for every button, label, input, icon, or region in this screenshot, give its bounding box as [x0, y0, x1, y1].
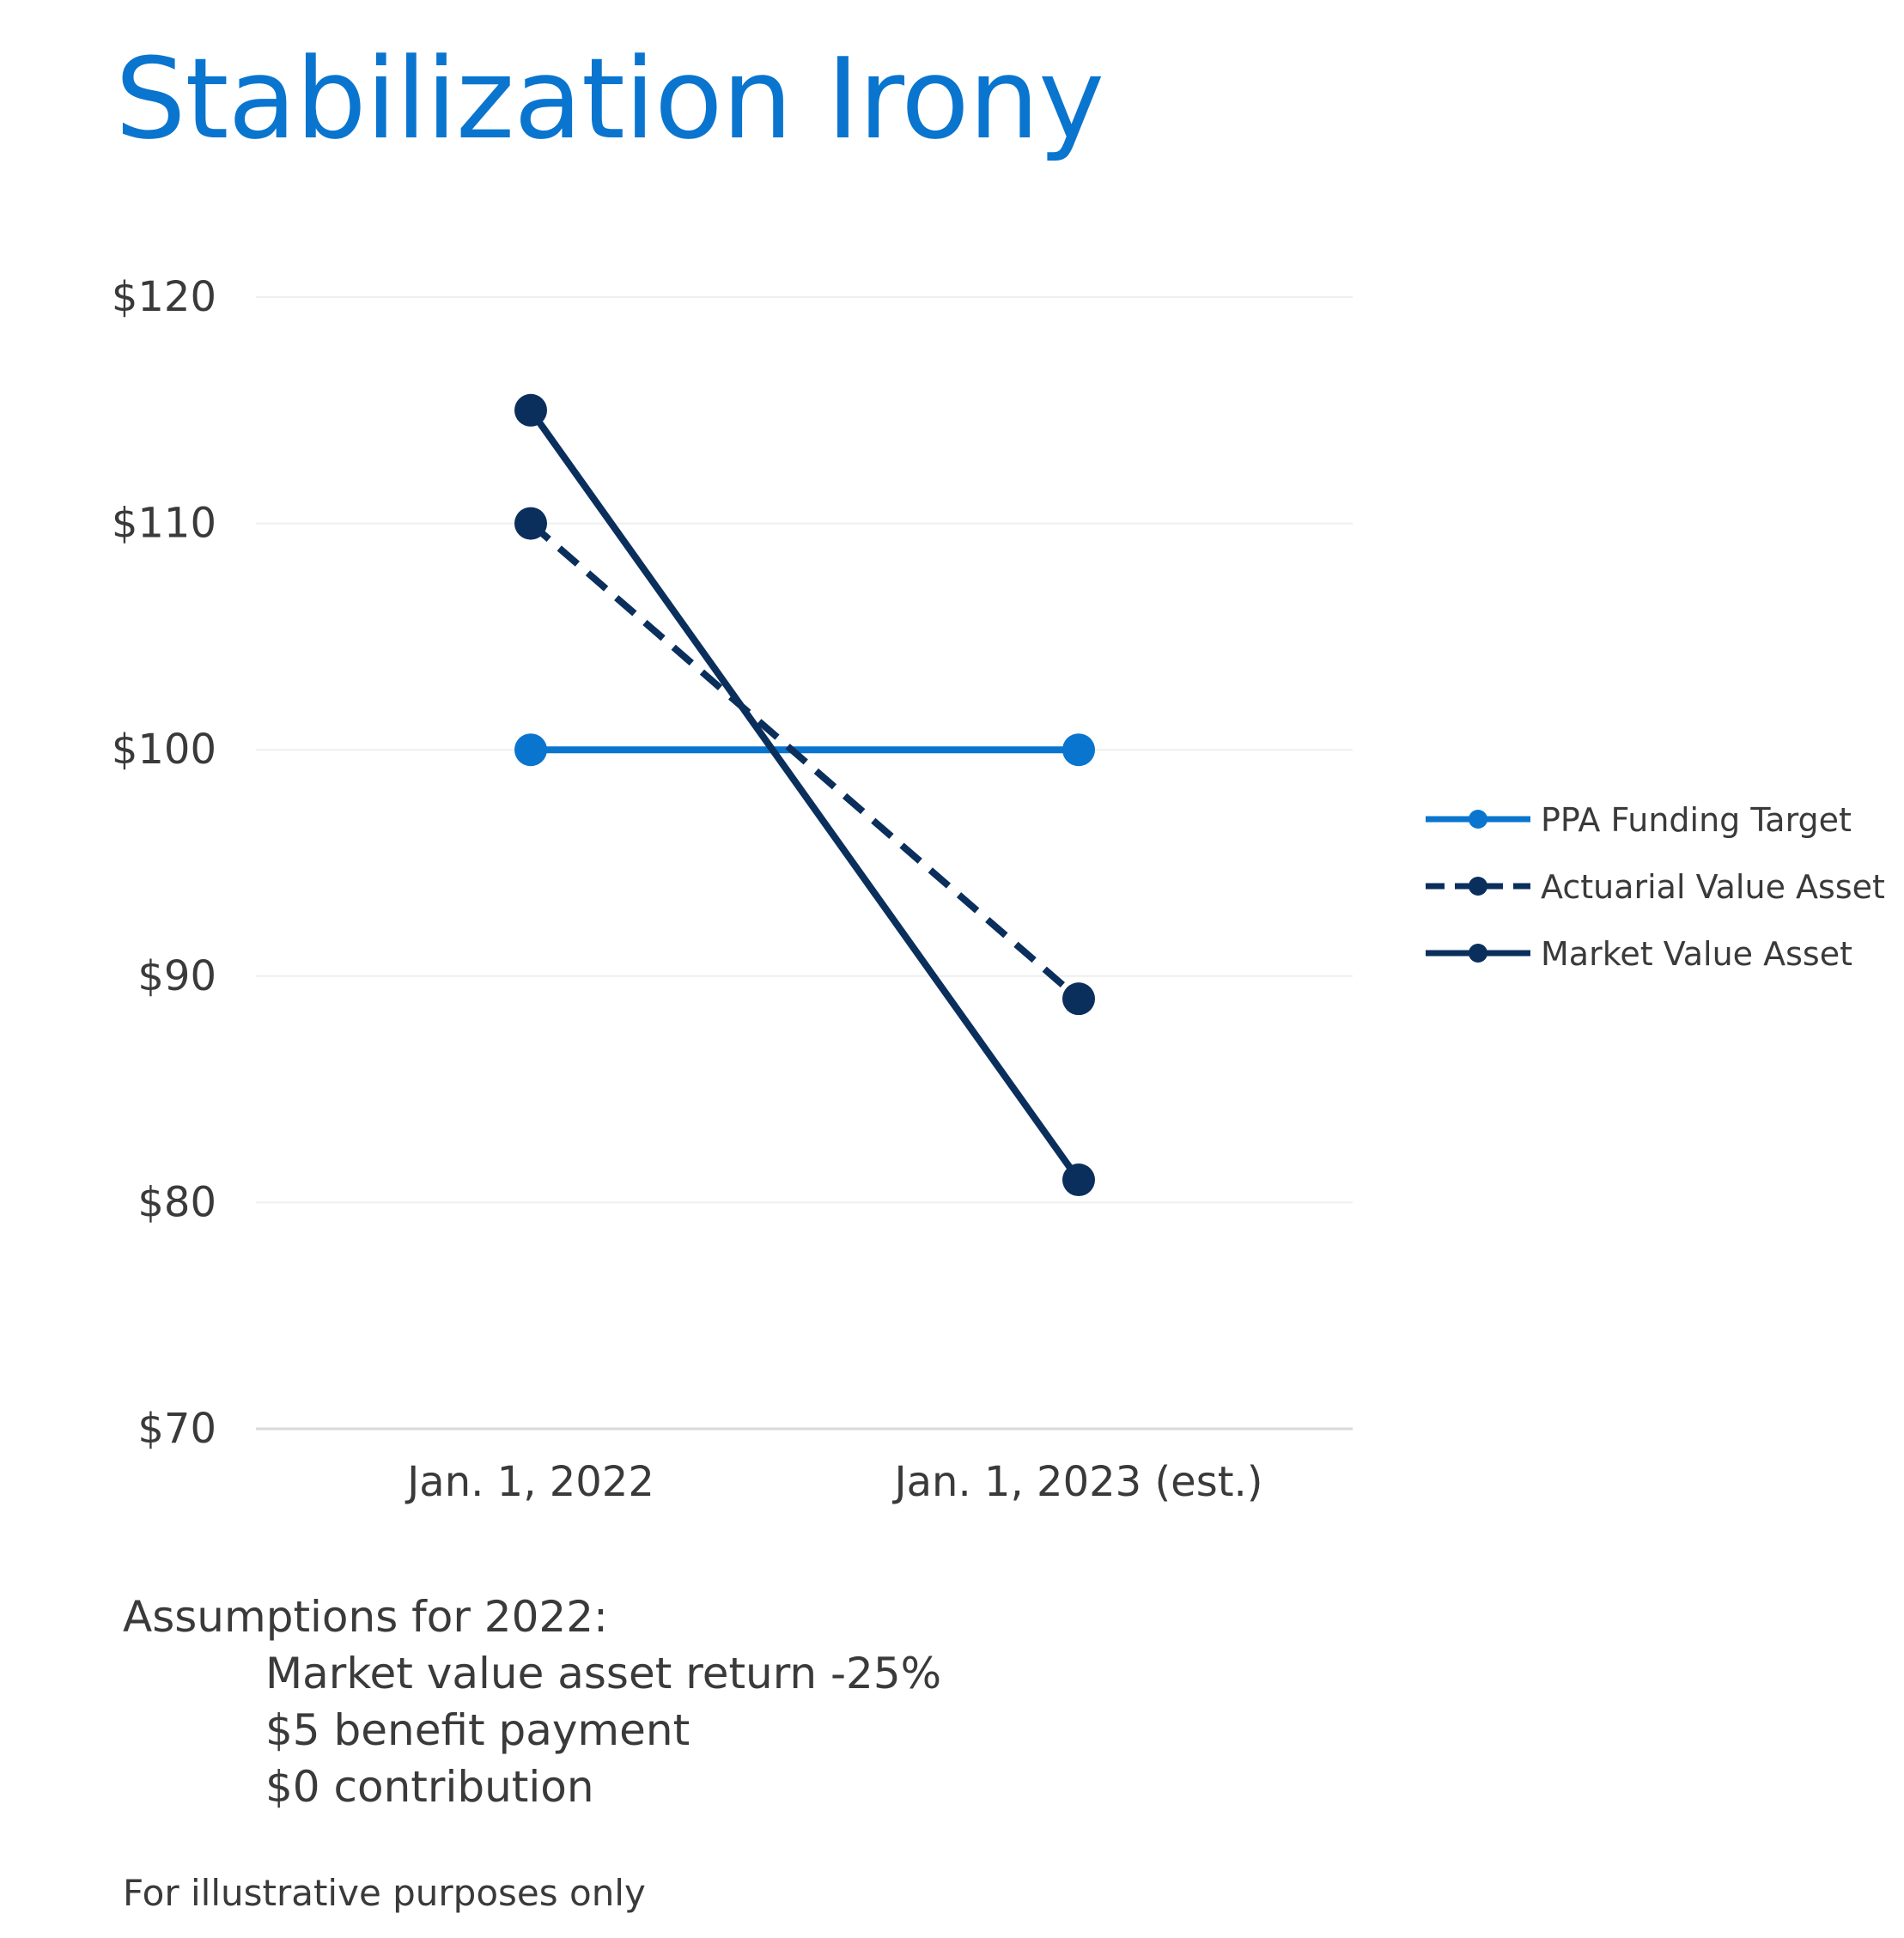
y-axis-tick-labels: $120 $110 $100 $90 $80 $70	[112, 273, 216, 1453]
data-point	[1062, 982, 1095, 1016]
line-chart: $120$110$100$90$80$70 Jan. 1, 2022 Jan. 1…	[112, 273, 1885, 1506]
y-tick-label: $90	[137, 952, 216, 1000]
series-line	[527, 408, 1082, 1182]
y-tick-label: $110	[112, 500, 216, 548]
data-point	[1062, 733, 1095, 767]
chart-title: Stabilization Irony	[115, 33, 1104, 164]
footnote: For illustrative purposes only	[123, 1872, 646, 1914]
legend-marker	[1469, 810, 1487, 829]
series-points	[514, 393, 1095, 1197]
y-tick-label: $120	[112, 273, 216, 321]
legend: PPA Funding Target Actuarial Value Asset M…	[1426, 801, 1885, 973]
legend-label: Actuarial Value Asset	[1541, 868, 1885, 906]
data-point	[514, 733, 547, 767]
legend-marker	[1469, 877, 1487, 896]
assumption-item: Market value asset return -25%	[265, 1649, 942, 1698]
series-line	[528, 520, 1081, 1002]
assumptions-block: Assumptions for 2022: Market value asset…	[123, 1589, 941, 1815]
data-point	[514, 393, 547, 427]
x-axis-tick-labels: Jan. 1, 2022 Jan. 1, 2023 (est.)	[405, 1458, 1262, 1506]
data-point	[1062, 1163, 1095, 1197]
y-tick-label: $100	[112, 726, 216, 774]
x-tick-label: Jan. 1, 2023 (est.)	[891, 1458, 1262, 1506]
y-tick-label: $80	[137, 1178, 216, 1226]
series-lines	[527, 408, 1082, 1182]
legend-marker	[1469, 944, 1487, 963]
legend-label: Market Value Asset	[1541, 935, 1852, 973]
data-point	[514, 507, 547, 540]
x-tick-label: Jan. 1, 2022	[405, 1458, 654, 1506]
legend-label: PPA Funding Target	[1541, 801, 1852, 839]
assumption-item: $5 benefit payment	[265, 1705, 690, 1755]
gridlines	[256, 296, 1353, 1431]
y-tick-label: $70	[137, 1405, 216, 1453]
assumptions-heading: Assumptions for 2022:	[123, 1592, 608, 1642]
assumption-item: $0 contribution	[265, 1762, 594, 1812]
